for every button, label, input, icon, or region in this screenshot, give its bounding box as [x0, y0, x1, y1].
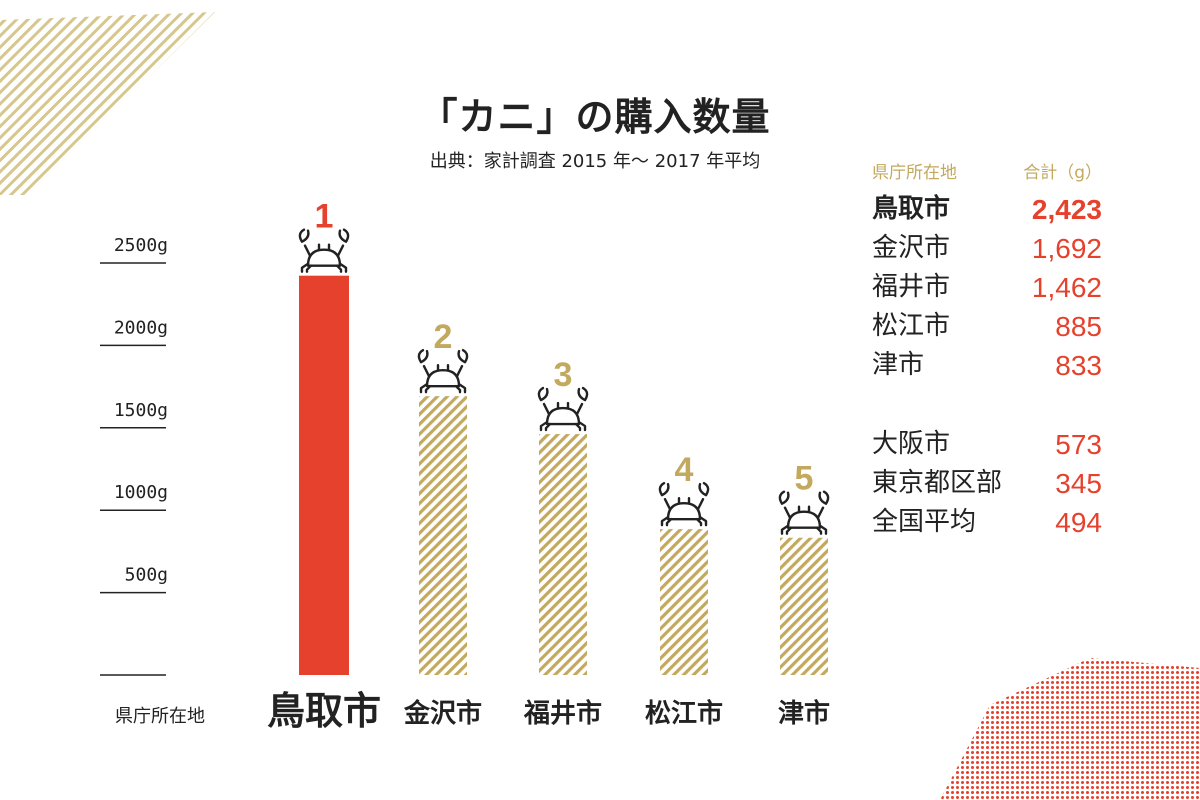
crab-body	[306, 248, 342, 267]
table-row: 大阪市 573	[872, 425, 1102, 464]
rank-label: 3	[554, 356, 573, 394]
rank-label: 5	[795, 460, 814, 498]
crab-icon	[298, 228, 350, 273]
crab-body	[666, 501, 702, 521]
crab-legs	[539, 420, 587, 432]
table-cell-value: 885	[1055, 311, 1102, 342]
bar	[780, 537, 828, 675]
crab-body	[545, 406, 581, 426]
rank-label: 4	[675, 451, 694, 489]
x-tick-label: 鳥取市	[267, 689, 381, 733]
crab-legs	[419, 382, 467, 394]
y-tick-label: 2500g	[114, 235, 168, 256]
table-cell-value: 1,692	[1031, 233, 1102, 264]
y-tick-label: 500g	[125, 565, 168, 586]
x-tick-label: 福井市	[523, 698, 602, 729]
crab-legs	[780, 524, 828, 535]
chart-title: 「カニ」の購入数量	[419, 95, 771, 139]
table-cell-value: 833	[1055, 350, 1102, 381]
table-cell-city: 東京都区部	[872, 468, 1003, 498]
table-row: 全国平均 494	[872, 503, 1102, 542]
table-cell-value: 1,462	[1031, 272, 1102, 303]
bar	[419, 396, 467, 675]
table-header-value: 合計（g）	[1023, 163, 1102, 183]
y-tick-label: 1500g	[114, 400, 168, 421]
table-cell-value: 2,423	[1031, 194, 1102, 225]
rank-label: 1	[315, 198, 334, 236]
table-cell-city: 鳥取市	[872, 194, 951, 224]
x-axis-label: 県庁所在地	[115, 706, 205, 727]
table-cell-city: 福井市	[872, 272, 951, 302]
crab-icon	[658, 481, 710, 527]
crab-claw-right	[455, 348, 469, 378]
crab-icon	[778, 490, 830, 535]
table-cell-value: 494	[1055, 507, 1102, 538]
crab-claw-left	[417, 348, 431, 378]
chart-source: 出典：家計調査 2015 年〜 2017 年平均	[429, 151, 761, 172]
crab-legs	[300, 262, 348, 273]
x-tick-label: 松江市	[645, 698, 723, 729]
data-table: 県庁所在地 合計（g） 鳥取市 2,423 金沢市 1,692 福井市 1,46…	[872, 156, 1102, 542]
table-cell-value: 345	[1055, 468, 1102, 499]
crab-claw-left	[537, 386, 551, 416]
table-header-city: 県庁所在地	[872, 163, 957, 183]
bar	[660, 529, 708, 675]
crab-icon	[537, 386, 589, 432]
bar	[299, 275, 349, 675]
table-cell-city: 津市	[872, 350, 925, 380]
table-row: 津市 833	[872, 346, 1102, 385]
table-cell-city: 金沢市	[872, 233, 951, 263]
table-cell-value: 573	[1055, 429, 1102, 460]
decorative-hatch-triangle	[0, 12, 215, 195]
crab-claw-left	[778, 490, 792, 519]
x-tick-label: 津市	[778, 698, 830, 729]
crab-body	[425, 368, 461, 388]
table-row: 福井市 1,462	[872, 268, 1102, 307]
crab-claw-right	[336, 228, 350, 257]
bar-chart: 2500g 2000g 1500g 1000g 500g 1 鳥取市 2 金沢市 3 福井市 4 松江…	[100, 198, 830, 733]
table-cell-city: 松江市	[872, 311, 951, 341]
table-row: 鳥取市 2,423	[872, 190, 1102, 229]
crab-legs	[660, 515, 708, 527]
crab-claw-right	[575, 386, 589, 416]
table-cell-city: 全国平均	[872, 507, 977, 537]
y-tick-label: 1000g	[114, 482, 168, 503]
crab-icon	[417, 348, 469, 394]
decorative-dot-shape	[940, 658, 1200, 800]
table-spacer	[872, 385, 1102, 425]
rank-label: 2	[434, 318, 453, 356]
crab-claw-right	[816, 490, 830, 519]
crab-body	[786, 510, 822, 529]
table-row: 金沢市 1,692	[872, 229, 1102, 268]
table-header: 県庁所在地 合計（g）	[872, 156, 1102, 190]
table-row: 松江市 885	[872, 307, 1102, 346]
y-tick-label: 2000g	[114, 317, 168, 338]
bar	[539, 434, 587, 675]
crab-claw-left	[298, 228, 312, 257]
crab-claw-right	[696, 481, 710, 511]
crab-claw-left	[658, 481, 672, 511]
x-tick-label: 金沢市	[403, 698, 482, 729]
table-row: 東京都区部 345	[872, 464, 1102, 503]
table-cell-city: 大阪市	[872, 429, 951, 459]
